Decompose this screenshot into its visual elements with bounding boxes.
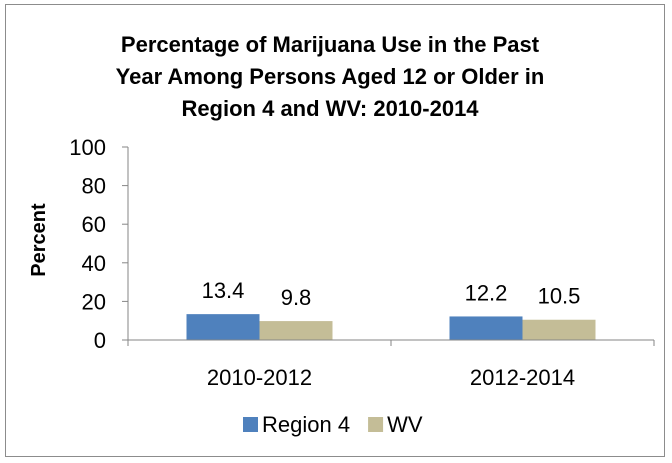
chart-title-line-1: Percentage of Marijuana Use in the Past xyxy=(121,32,540,57)
bar-wv-2012-2014 xyxy=(522,319,596,340)
legend-label: Region 4 xyxy=(262,412,350,437)
legend-swatch xyxy=(243,417,258,432)
data-label: 12.2 xyxy=(465,280,508,305)
legend: Region 4 WV xyxy=(243,412,423,437)
y-tick-label: 100 xyxy=(69,135,106,160)
chart-title-line-2: Year Among Persons Aged 12 or Older in xyxy=(116,64,545,89)
legend-swatch xyxy=(368,417,384,432)
bar-region-4-2012-2014 xyxy=(449,316,523,340)
plot-area: 0 20 40 60 80 100 13.4 9.8 2010-2012 12.2 10.5 2012… xyxy=(69,135,655,390)
bar-region-4-2010-2012 xyxy=(186,314,260,340)
y-tick-label: 20 xyxy=(82,289,106,314)
data-label: 10.5 xyxy=(538,284,581,309)
data-label: 9.8 xyxy=(281,285,312,310)
data-label: 13.4 xyxy=(202,278,245,303)
chart-title-line-3: Region 4 and WV: 2010-2014 xyxy=(181,96,479,121)
y-tick-label: 60 xyxy=(82,212,106,237)
y-tick-label: 80 xyxy=(82,174,106,199)
y-axis-label: Percent xyxy=(28,203,50,277)
chart-frame xyxy=(5,4,665,457)
y-tick-label: 40 xyxy=(82,251,106,276)
legend-label: WV xyxy=(387,412,423,437)
x-category-label: 2012-2014 xyxy=(470,365,575,390)
bar-wv-2010-2012 xyxy=(259,321,333,340)
y-tick-label: 0 xyxy=(94,328,106,353)
x-category-label: 2010-2012 xyxy=(207,365,312,390)
chart-title: Percentage of Marijuana Use in the Past … xyxy=(116,32,545,121)
